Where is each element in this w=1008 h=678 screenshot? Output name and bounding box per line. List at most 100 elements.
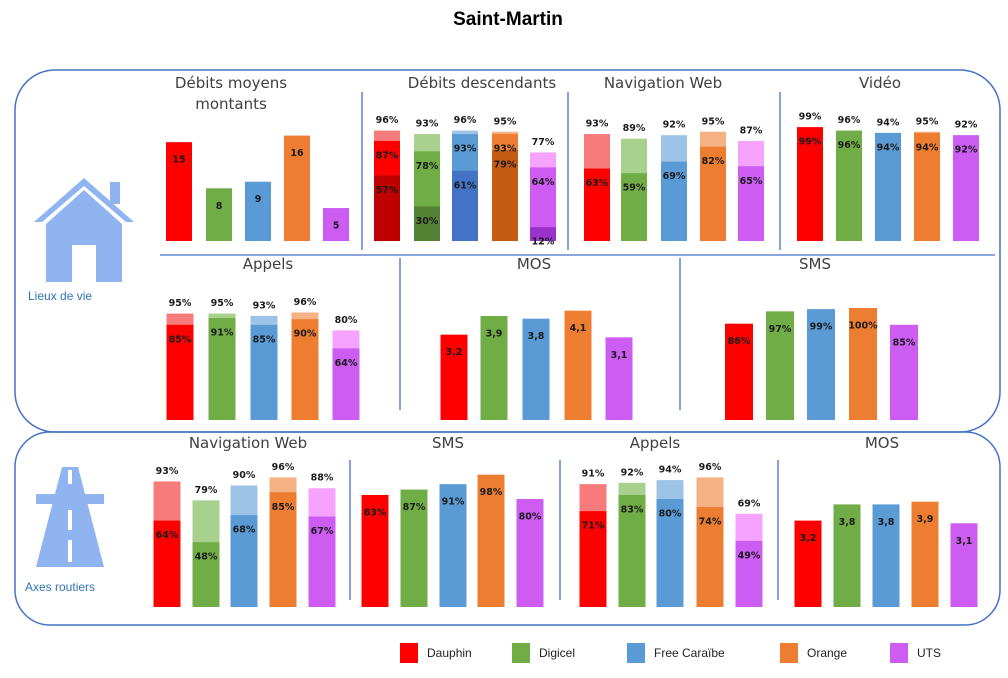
- bar: [439, 484, 467, 607]
- page-title: Saint-Martin: [453, 9, 563, 30]
- bar-layer: [291, 319, 319, 420]
- bar-layer: [953, 135, 979, 241]
- value-label: 92%: [955, 145, 978, 156]
- road-icon: [36, 467, 104, 567]
- value-label: 59%: [623, 183, 646, 194]
- legend-swatch: [780, 643, 798, 663]
- value-label: 87%: [740, 125, 763, 136]
- value-label: 61%: [454, 180, 477, 191]
- value-label: 69%: [663, 171, 686, 182]
- bar-layer: [208, 318, 236, 420]
- value-label: 96%: [454, 115, 477, 126]
- chart-title: Navigation Web: [188, 434, 308, 452]
- legend-swatch: [890, 643, 908, 663]
- value-label: 94%: [916, 142, 939, 153]
- value-label: 85%: [253, 334, 276, 345]
- bar-layer: [797, 127, 823, 241]
- bar: [480, 316, 508, 420]
- value-label: 80%: [659, 509, 682, 520]
- bar: [849, 308, 877, 420]
- value-label: 97%: [769, 324, 792, 335]
- value-label: 89%: [623, 123, 646, 134]
- house-icon: [34, 178, 134, 282]
- bar-layer: [836, 130, 862, 241]
- value-label: 82%: [702, 156, 725, 167]
- bar-layer: [374, 175, 400, 241]
- value-label: 85%: [272, 502, 295, 513]
- value-label: 100%: [848, 321, 878, 332]
- value-label: 9: [255, 194, 262, 205]
- bar-layer: [332, 348, 360, 420]
- legend-label: Dauphin: [427, 646, 472, 660]
- value-label: 48%: [195, 552, 218, 563]
- legend-label: Free Caraïbe: [654, 646, 725, 660]
- chart-title-box: MOS: [864, 434, 900, 452]
- value-label: 95%: [169, 298, 192, 309]
- value-label: 99%: [799, 137, 822, 148]
- value-label: 64%: [532, 177, 555, 188]
- bar-layer: [656, 499, 684, 607]
- value-label: 12%: [532, 237, 555, 248]
- chart-title: Appels: [242, 255, 294, 273]
- value-label: 78%: [416, 161, 439, 172]
- value-label: 86%: [728, 336, 751, 347]
- value-label: 79%: [195, 485, 218, 496]
- value-label: 99%: [810, 322, 833, 333]
- chart-title-box: Appels: [242, 255, 294, 273]
- bar: [516, 499, 544, 607]
- bar: [950, 523, 978, 607]
- section-label: Axes routiers: [25, 580, 95, 594]
- value-label: 3,1: [611, 350, 628, 361]
- value-label: 83%: [364, 507, 387, 518]
- value-label: 77%: [532, 137, 555, 148]
- value-label: 74%: [699, 517, 722, 528]
- bar: [477, 474, 505, 607]
- value-label: 95%: [916, 116, 939, 127]
- value-label: 68%: [233, 525, 256, 536]
- value-label: 92%: [621, 467, 644, 478]
- value-label: 96%: [838, 140, 861, 151]
- value-label: 71%: [582, 521, 605, 532]
- value-label: 80%: [335, 315, 358, 326]
- bar: [284, 135, 310, 241]
- value-label: 94%: [877, 142, 900, 153]
- section-label: Lieux de vie: [28, 289, 92, 303]
- bar-layer: [738, 166, 764, 241]
- bar: [522, 318, 550, 420]
- value-label: 3,2: [446, 347, 463, 358]
- bar-layer: [492, 150, 518, 241]
- value-label: 49%: [738, 550, 761, 561]
- bar: [794, 520, 822, 607]
- value-label: 3,9: [486, 329, 503, 340]
- value-label: 90%: [294, 329, 317, 340]
- legend-swatch: [400, 643, 418, 663]
- bar-layer: [621, 173, 647, 241]
- chart-title: MOS: [864, 434, 900, 452]
- chart-title-box: SMS: [799, 255, 831, 273]
- bar-layer: [696, 507, 724, 607]
- chart-title-box: Navigation Web: [604, 74, 722, 92]
- value-label: 8: [216, 201, 223, 212]
- bar: [807, 309, 835, 420]
- chart-title-box: Navigation Web: [188, 434, 308, 452]
- bar-layer: [452, 170, 478, 241]
- bar: [361, 494, 389, 607]
- value-label: 80%: [519, 512, 542, 523]
- bar-layer: [661, 161, 687, 241]
- value-label: 85%: [169, 334, 192, 345]
- bar-layer: [700, 146, 726, 241]
- value-label: 85%: [893, 337, 916, 348]
- value-label: 92%: [955, 120, 978, 131]
- bar: [564, 310, 592, 420]
- value-label: 93%: [586, 119, 609, 130]
- bar-layer: [618, 494, 646, 607]
- value-label: 91%: [442, 497, 465, 508]
- value-label: 94%: [659, 465, 682, 476]
- value-label: 15: [172, 155, 185, 166]
- value-label: 94%: [877, 117, 900, 128]
- bar-layer: [579, 511, 607, 607]
- bar-layer: [308, 516, 336, 607]
- chart-title: SMS: [799, 255, 831, 273]
- value-label: 96%: [699, 462, 722, 473]
